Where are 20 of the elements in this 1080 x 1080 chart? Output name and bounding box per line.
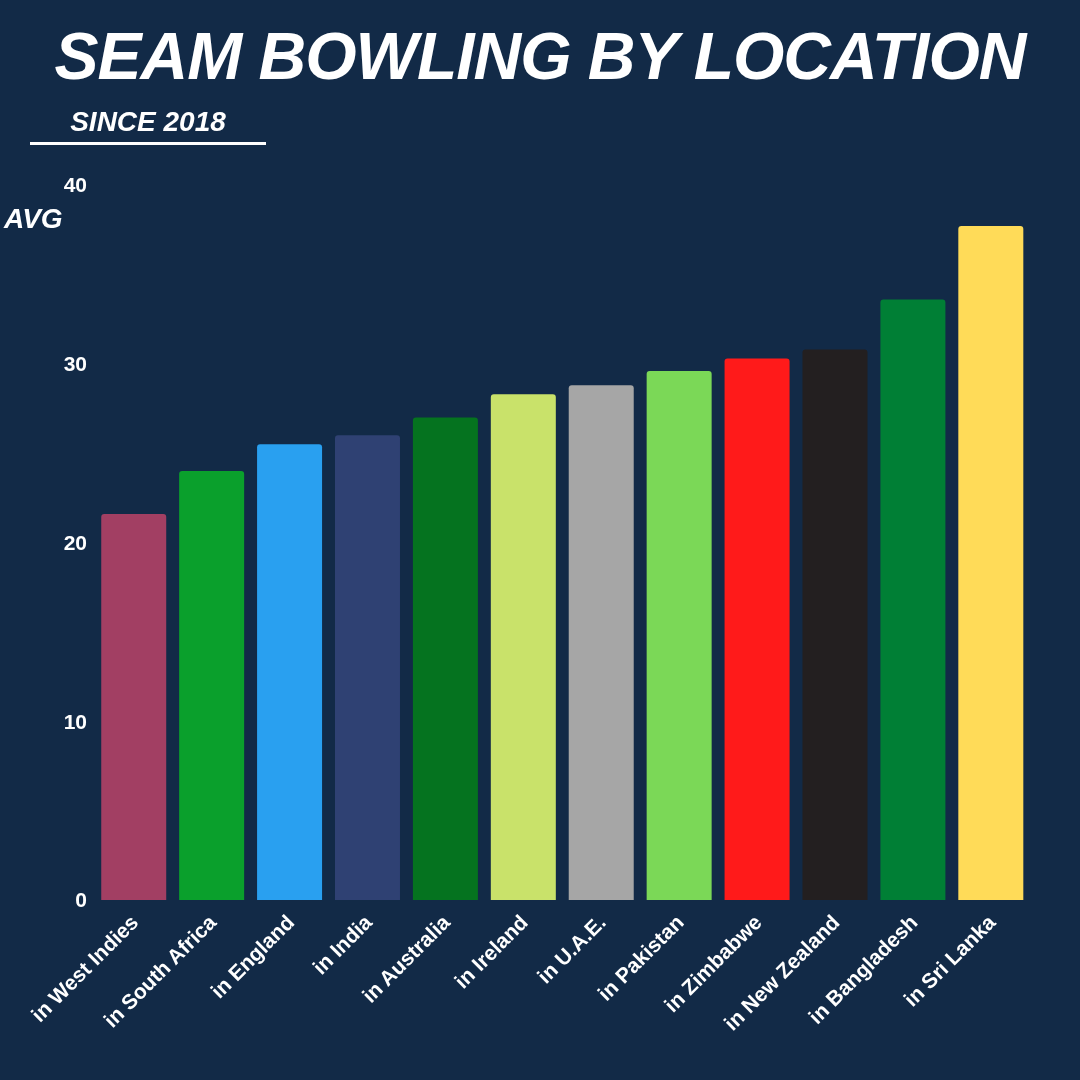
- bar: [646, 370, 712, 900]
- y-tick-label: 20: [63, 530, 87, 554]
- bar: [257, 444, 323, 900]
- y-axis-title: AVG: [4, 203, 63, 235]
- bar: [802, 349, 868, 900]
- y-tick-label: 0: [75, 888, 87, 912]
- y-tick-label: 10: [63, 709, 87, 733]
- bar: [412, 417, 478, 900]
- chart-subtitle: SINCE 2018: [30, 106, 266, 145]
- bar: [490, 394, 556, 900]
- bar: [568, 385, 634, 900]
- bar: [880, 299, 946, 900]
- chart-title: SEAM BOWLING BY LOCATION: [53, 18, 1029, 94]
- bar: [179, 471, 245, 900]
- bar: [101, 513, 167, 900]
- bar: [958, 226, 1024, 900]
- bar: [334, 435, 400, 900]
- y-tick-label: 40: [63, 173, 87, 197]
- bar: [724, 358, 790, 900]
- y-tick-label: 30: [63, 352, 87, 376]
